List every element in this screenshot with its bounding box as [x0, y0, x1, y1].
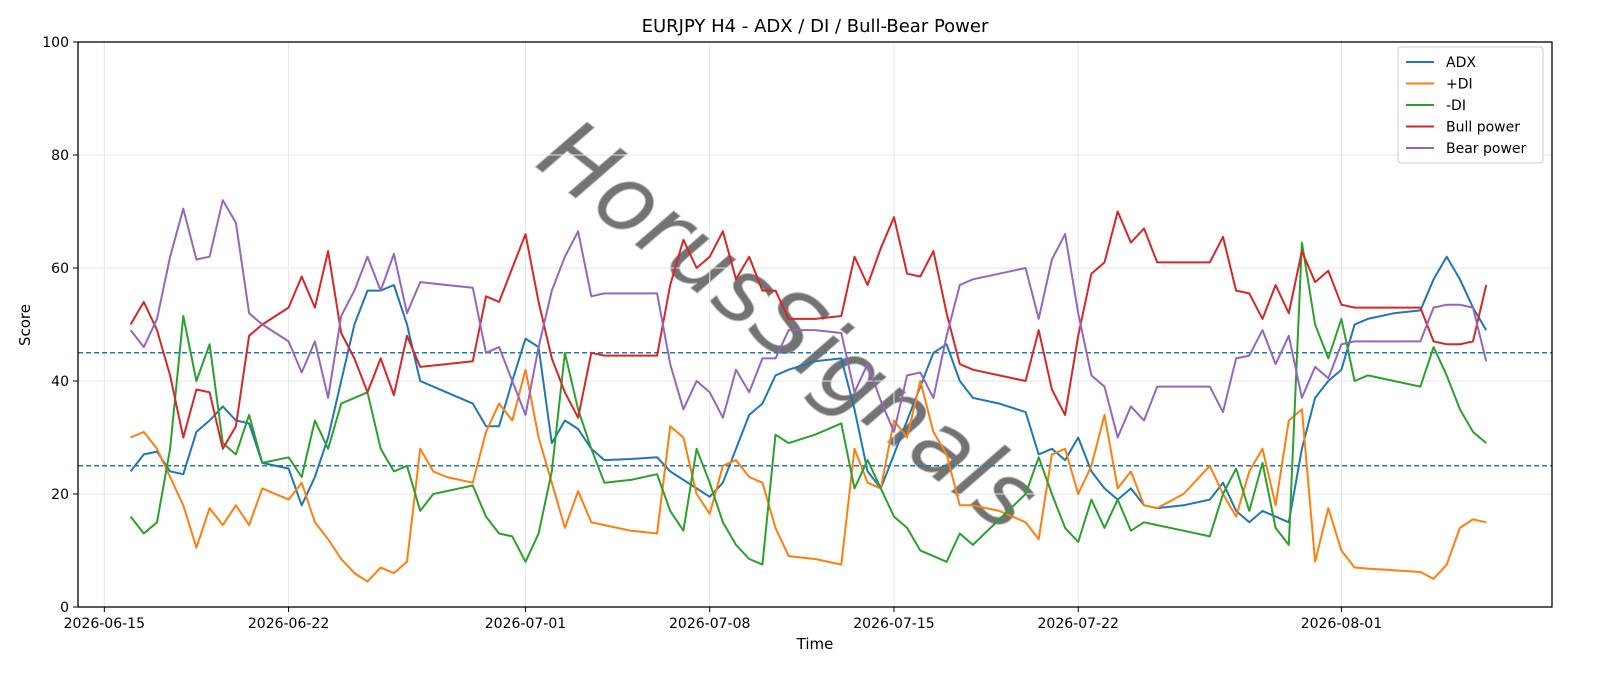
y-axis-ticks: 0 20 40 60 80 100	[42, 35, 78, 616]
legend: ADX +DI -DI Bull power Bear power	[1397, 46, 1544, 164]
x-axis-label: Time	[796, 635, 834, 653]
legend-label: -DI	[1446, 98, 1466, 114]
chart-title: EURJPY H4 - ADX / DI / Bull-Bear Power	[642, 16, 989, 37]
legend-label: +DI	[1446, 77, 1473, 93]
series-line-di	[129, 241, 1487, 566]
series-line-bull-power	[129, 210, 1488, 450]
series-lines	[129, 199, 1488, 583]
y-tick-label: 100	[42, 35, 69, 51]
x-tick-label: 2026-07-08	[669, 616, 750, 632]
series-line-bear-power	[129, 199, 1488, 439]
x-tick-label: 2026-07-15	[853, 616, 934, 632]
y-tick-label: 60	[51, 261, 69, 277]
y-axis-label: Score	[16, 304, 34, 346]
x-tick-label: 2026-06-15	[64, 616, 145, 632]
x-tick-label: 2026-08-01	[1301, 616, 1382, 632]
plot-frame	[77, 41, 1553, 608]
x-axis-ticks: 2026-06-15 2026-06-22 2026-07-01 2026-07-08…	[64, 607, 1382, 632]
legend-label: Bull power	[1446, 120, 1520, 136]
y-tick-label: 20	[51, 487, 69, 503]
series-line-di	[130, 368, 1487, 583]
legend-label: Bear power	[1446, 141, 1527, 157]
y-tick-label: 40	[51, 374, 69, 390]
series-line-adx	[129, 255, 1488, 524]
x-tick-label: 2026-07-01	[485, 616, 566, 632]
legend-box	[1397, 46, 1544, 164]
y-tick-label: 80	[51, 148, 69, 164]
x-tick-label: 2026-07-22	[1038, 616, 1119, 632]
legend-label: ADX	[1446, 55, 1476, 71]
x-tick-label: 2026-06-22	[248, 616, 329, 632]
y-tick-label: 0	[60, 600, 69, 616]
